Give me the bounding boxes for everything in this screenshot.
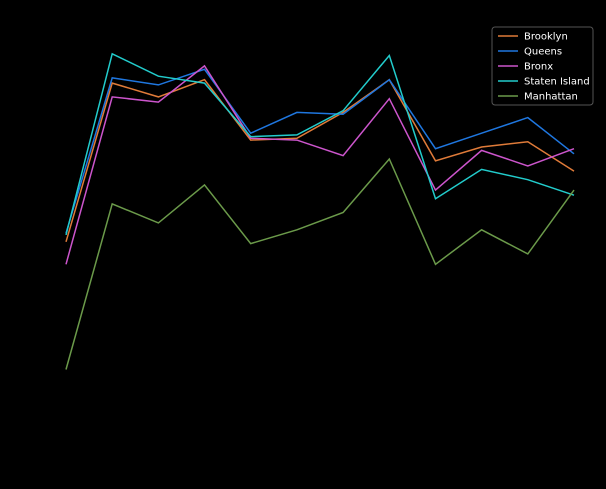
legend-label: Staten Island — [524, 77, 590, 88]
legend-label: Manhattan — [524, 92, 578, 103]
legend-label: Brooklyn — [524, 32, 568, 43]
legend-box — [491, 26, 594, 106]
series-line-staten-island — [65, 52, 575, 236]
series-line-manhattan — [65, 157, 575, 370]
series-line-queens — [65, 68, 575, 234]
legend: Brooklyn Queens Bronx Staten Island Manhatta… — [491, 26, 594, 106]
series-line-bronx — [65, 64, 575, 265]
series-line-brooklyn — [65, 78, 575, 243]
legend-label: Queens — [524, 47, 562, 58]
legend-label: Bronx — [524, 62, 553, 73]
series-lines — [65, 52, 575, 370]
